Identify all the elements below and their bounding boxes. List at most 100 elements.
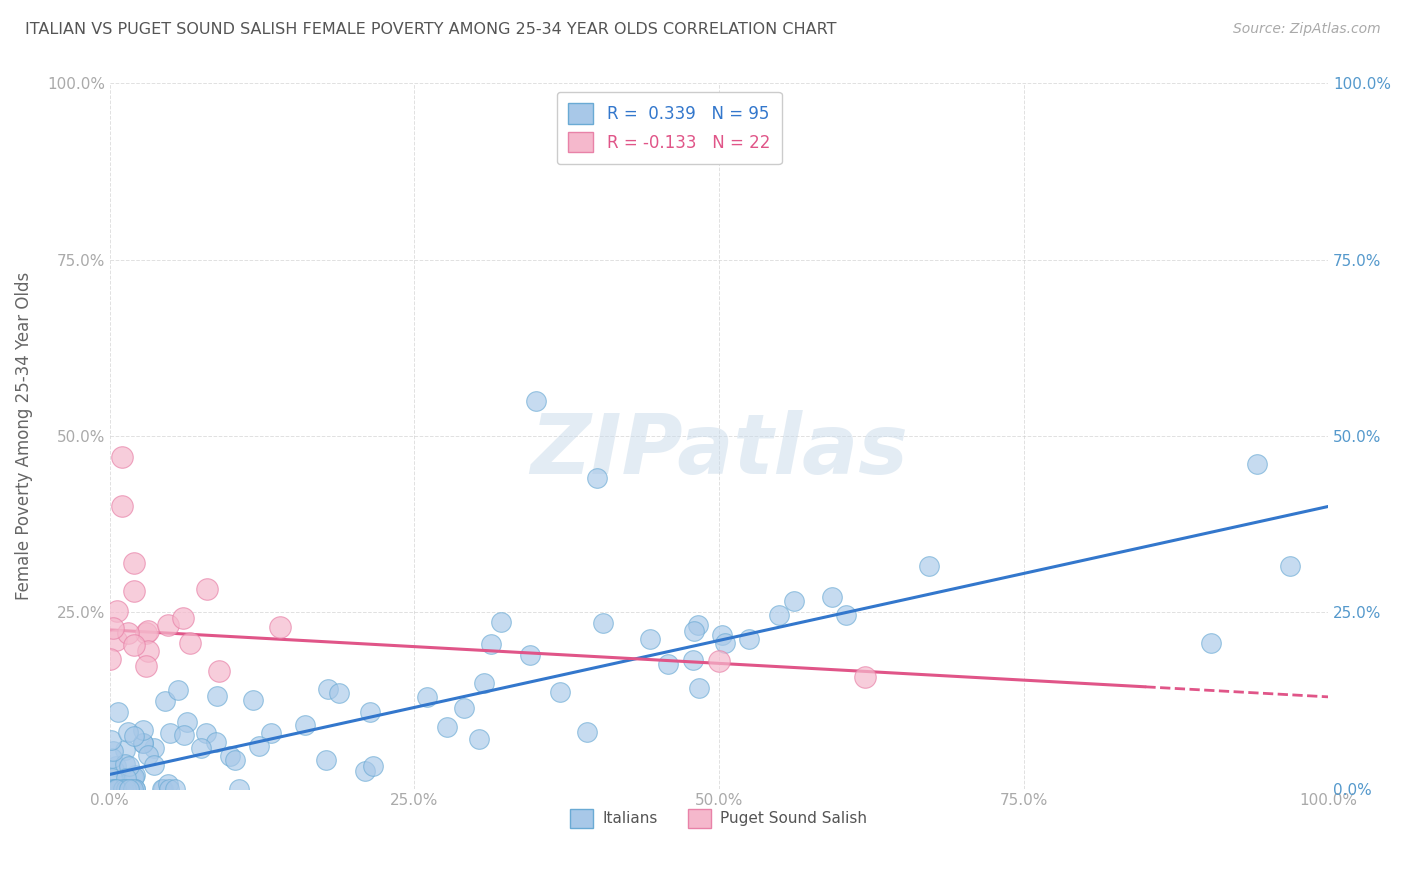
Point xyxy=(159,726,181,740)
Point xyxy=(524,393,547,408)
Point xyxy=(114,743,136,757)
Point xyxy=(269,620,291,634)
Point xyxy=(294,717,316,731)
Point xyxy=(738,632,761,646)
Point xyxy=(1279,558,1302,573)
Point xyxy=(1246,458,1268,472)
Point xyxy=(114,756,136,771)
Point xyxy=(105,759,128,773)
Point xyxy=(136,644,159,658)
Point xyxy=(112,778,135,792)
Legend: Italians, Puget Sound Salish: Italians, Puget Sound Salish xyxy=(564,803,873,834)
Point xyxy=(121,781,143,796)
Point xyxy=(117,725,139,739)
Point xyxy=(707,654,730,668)
Point xyxy=(122,770,145,784)
Point xyxy=(768,608,790,623)
Point xyxy=(117,625,139,640)
Point xyxy=(114,772,136,786)
Point xyxy=(101,621,124,635)
Point xyxy=(100,733,122,747)
Point xyxy=(190,741,212,756)
Point xyxy=(242,692,264,706)
Point xyxy=(453,701,475,715)
Point xyxy=(122,556,145,570)
Point xyxy=(853,670,876,684)
Point xyxy=(107,604,129,618)
Point xyxy=(118,759,141,773)
Point xyxy=(142,741,165,756)
Point xyxy=(361,759,384,773)
Point xyxy=(468,732,491,747)
Point xyxy=(101,744,124,758)
Point xyxy=(98,652,121,666)
Point xyxy=(359,705,381,719)
Point xyxy=(122,729,145,743)
Text: ZIPatlas: ZIPatlas xyxy=(530,409,908,491)
Point xyxy=(155,694,177,708)
Point xyxy=(835,607,858,622)
Point xyxy=(638,632,661,646)
Point xyxy=(710,628,733,642)
Point xyxy=(586,471,609,485)
Point xyxy=(157,777,180,791)
Point xyxy=(157,781,180,796)
Point xyxy=(519,648,541,663)
Point xyxy=(101,781,124,796)
Point xyxy=(205,689,228,703)
Point xyxy=(686,617,709,632)
Point xyxy=(821,590,844,604)
Point xyxy=(111,781,134,796)
Point xyxy=(489,615,512,629)
Point xyxy=(172,611,194,625)
Point xyxy=(124,781,146,796)
Point xyxy=(103,763,125,777)
Point xyxy=(195,582,218,596)
Point xyxy=(118,781,141,796)
Point xyxy=(247,739,270,753)
Point xyxy=(122,781,145,796)
Point xyxy=(132,736,155,750)
Point xyxy=(104,781,127,796)
Point xyxy=(315,753,337,767)
Point xyxy=(179,636,201,650)
Point xyxy=(142,758,165,772)
Point xyxy=(328,686,350,700)
Point xyxy=(114,781,136,796)
Point xyxy=(224,753,246,767)
Point xyxy=(135,658,157,673)
Point xyxy=(120,781,142,796)
Point xyxy=(150,781,173,796)
Point xyxy=(132,723,155,738)
Point xyxy=(173,728,195,742)
Point xyxy=(176,714,198,729)
Point xyxy=(111,500,134,514)
Point xyxy=(122,638,145,652)
Point xyxy=(124,781,146,796)
Point xyxy=(163,781,186,796)
Point xyxy=(474,676,496,690)
Point xyxy=(122,584,145,599)
Point xyxy=(101,751,124,765)
Point xyxy=(124,767,146,781)
Point xyxy=(228,781,250,796)
Point xyxy=(576,725,599,739)
Y-axis label: Female Poverty Among 25-34 Year Olds: Female Poverty Among 25-34 Year Olds xyxy=(15,272,32,600)
Point xyxy=(152,781,174,796)
Point xyxy=(104,781,127,796)
Point xyxy=(101,771,124,785)
Point xyxy=(1201,635,1223,649)
Point xyxy=(548,685,571,699)
Point xyxy=(682,653,704,667)
Text: Source: ZipAtlas.com: Source: ZipAtlas.com xyxy=(1233,22,1381,37)
Point xyxy=(218,749,240,764)
Point xyxy=(682,624,704,638)
Point xyxy=(112,781,135,796)
Point xyxy=(107,705,129,719)
Text: ITALIAN VS PUGET SOUND SALISH FEMALE POVERTY AMONG 25-34 YEAR OLDS CORRELATION C: ITALIAN VS PUGET SOUND SALISH FEMALE POV… xyxy=(25,22,837,37)
Point xyxy=(688,681,710,695)
Point xyxy=(104,632,127,647)
Point xyxy=(205,735,228,749)
Point xyxy=(156,617,179,632)
Point xyxy=(110,781,132,796)
